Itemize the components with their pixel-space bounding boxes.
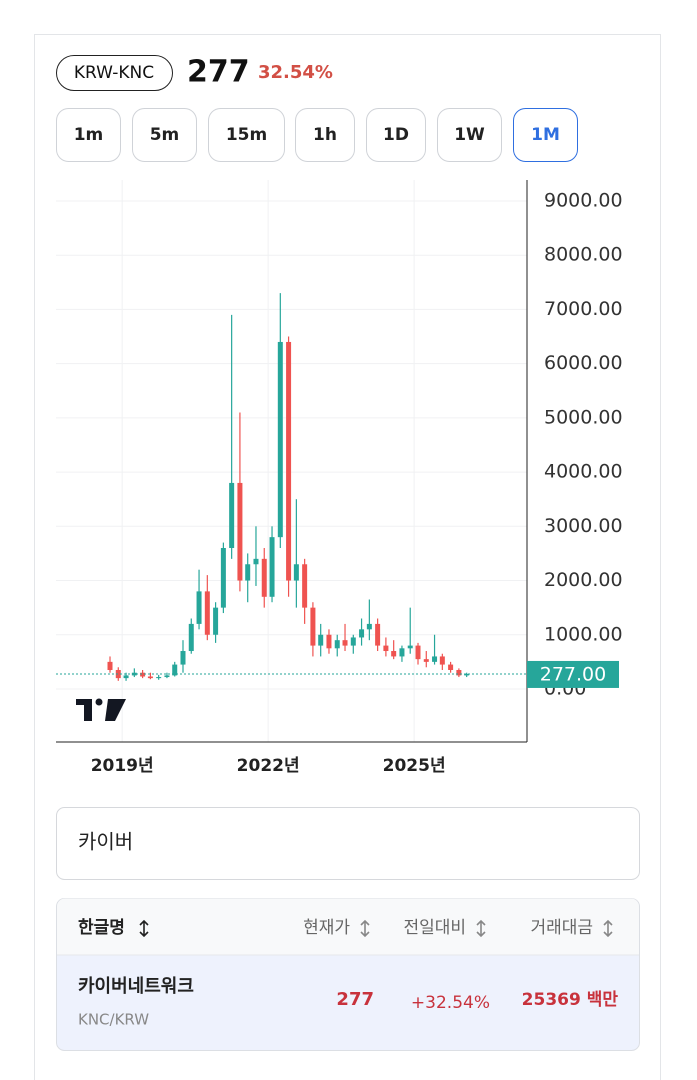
interval-button[interactable]	[513, 108, 578, 162]
interval-button[interactable]	[132, 108, 197, 162]
candle-body	[277, 341, 283, 538]
y-tick-label: 2000.00	[544, 569, 623, 591]
y-tick-label: 9000.00	[544, 189, 623, 211]
coin-name[interactable]: 카이버네트워크	[78, 975, 194, 997]
interval-label: 1M	[531, 125, 560, 145]
col-header[interactable]: 한글명	[78, 918, 125, 938]
coin-volume: 25369 백만	[522, 990, 619, 1010]
search-box[interactable]	[56, 807, 640, 880]
candle-body	[115, 669, 121, 679]
candle-body	[399, 648, 405, 657]
candle-body	[375, 623, 381, 646]
candle-body	[131, 672, 137, 676]
candle-body	[407, 645, 413, 649]
last-price-label: 277.00	[540, 663, 606, 685]
candle-body	[286, 341, 292, 581]
candle-body	[334, 640, 340, 649]
tv-logo	[76, 698, 126, 721]
candle-body	[326, 634, 332, 649]
candle-body	[350, 637, 356, 646]
candle-body	[302, 564, 308, 608]
sort-icons	[139, 919, 613, 938]
interval-label: 1h	[313, 125, 337, 145]
x-tick-label: 2025년	[383, 756, 446, 776]
candle-body	[464, 673, 470, 676]
col-header[interactable]: 전일대비	[403, 918, 466, 938]
interval-label: 1W	[454, 125, 485, 145]
coin-price: 277	[336, 989, 374, 1010]
candle-body	[123, 675, 129, 679]
y-tick-label: 3000.00	[544, 515, 623, 537]
candle-body	[204, 591, 210, 635]
candle-body	[164, 675, 170, 678]
candle-body	[439, 656, 445, 665]
col-header[interactable]: 거래대금	[530, 918, 593, 938]
candle-body	[415, 645, 421, 660]
candle-body	[456, 669, 462, 676]
candle-body	[188, 623, 194, 652]
candle-body	[140, 672, 146, 677]
candle-body	[261, 558, 267, 597]
candle-body	[432, 656, 438, 662]
candle-body	[342, 640, 348, 646]
interval-label: 5m	[150, 125, 180, 145]
interval-button[interactable]	[366, 108, 426, 162]
candle-body	[180, 651, 186, 665]
candle-body	[213, 607, 219, 635]
y-tick-label: 5000.00	[544, 406, 623, 428]
interval-button[interactable]	[208, 108, 285, 162]
y-tick-label: 4000.00	[544, 461, 623, 483]
candle-body	[366, 623, 372, 630]
y-tick-label: 1000.00	[544, 623, 623, 645]
candle-body	[107, 661, 113, 670]
candle-body	[383, 645, 389, 652]
price: 277	[187, 55, 250, 90]
interval-label: 15m	[226, 125, 267, 145]
interval-button[interactable]	[56, 108, 121, 162]
candle-body	[237, 482, 243, 581]
candle-body	[318, 634, 324, 646]
coin-market: KNC/KRW	[78, 1011, 149, 1029]
chart: 0.001000.002000.003000.004000.005000.006…	[56, 180, 623, 776]
candle-body	[196, 591, 202, 624]
search-text: 카이버	[78, 830, 133, 854]
x-tick-label: 2022년	[237, 756, 300, 776]
change: 32.54%	[258, 62, 333, 83]
candle-body	[391, 651, 397, 657]
candle-body	[253, 558, 259, 565]
y-tick-label: 8000.00	[544, 244, 623, 266]
candle-body	[423, 659, 429, 662]
col-header[interactable]: 현재가	[303, 918, 350, 938]
interval-label: 1m	[74, 125, 104, 145]
interval-buttons: 1m 5m 15m 1h 1D 1W 1M	[56, 108, 578, 162]
interval-button[interactable]	[437, 108, 502, 162]
coin-change: +32.54%	[411, 993, 490, 1013]
table-header	[57, 898, 639, 955]
last-price-box	[527, 660, 619, 688]
candle-body	[269, 537, 275, 597]
candle-body	[229, 482, 235, 548]
y-tick-label: 7000.00	[544, 298, 623, 320]
symbol: KRW-KNC	[74, 63, 154, 83]
x-tick-label: 2019년	[91, 756, 154, 776]
symbol-pill	[56, 55, 173, 91]
candle-body	[448, 664, 454, 670]
candle-body	[293, 564, 299, 581]
candle-body	[245, 564, 251, 581]
candle-body	[172, 664, 178, 676]
candle-body	[147, 676, 153, 679]
candle-body	[220, 547, 226, 608]
candle-body	[156, 677, 162, 679]
candle-body	[359, 629, 365, 638]
y-tick-label: 6000.00	[544, 352, 623, 374]
candle-body	[310, 607, 316, 646]
interval-label: 1D	[383, 125, 409, 145]
interval-button[interactable]	[295, 108, 355, 162]
